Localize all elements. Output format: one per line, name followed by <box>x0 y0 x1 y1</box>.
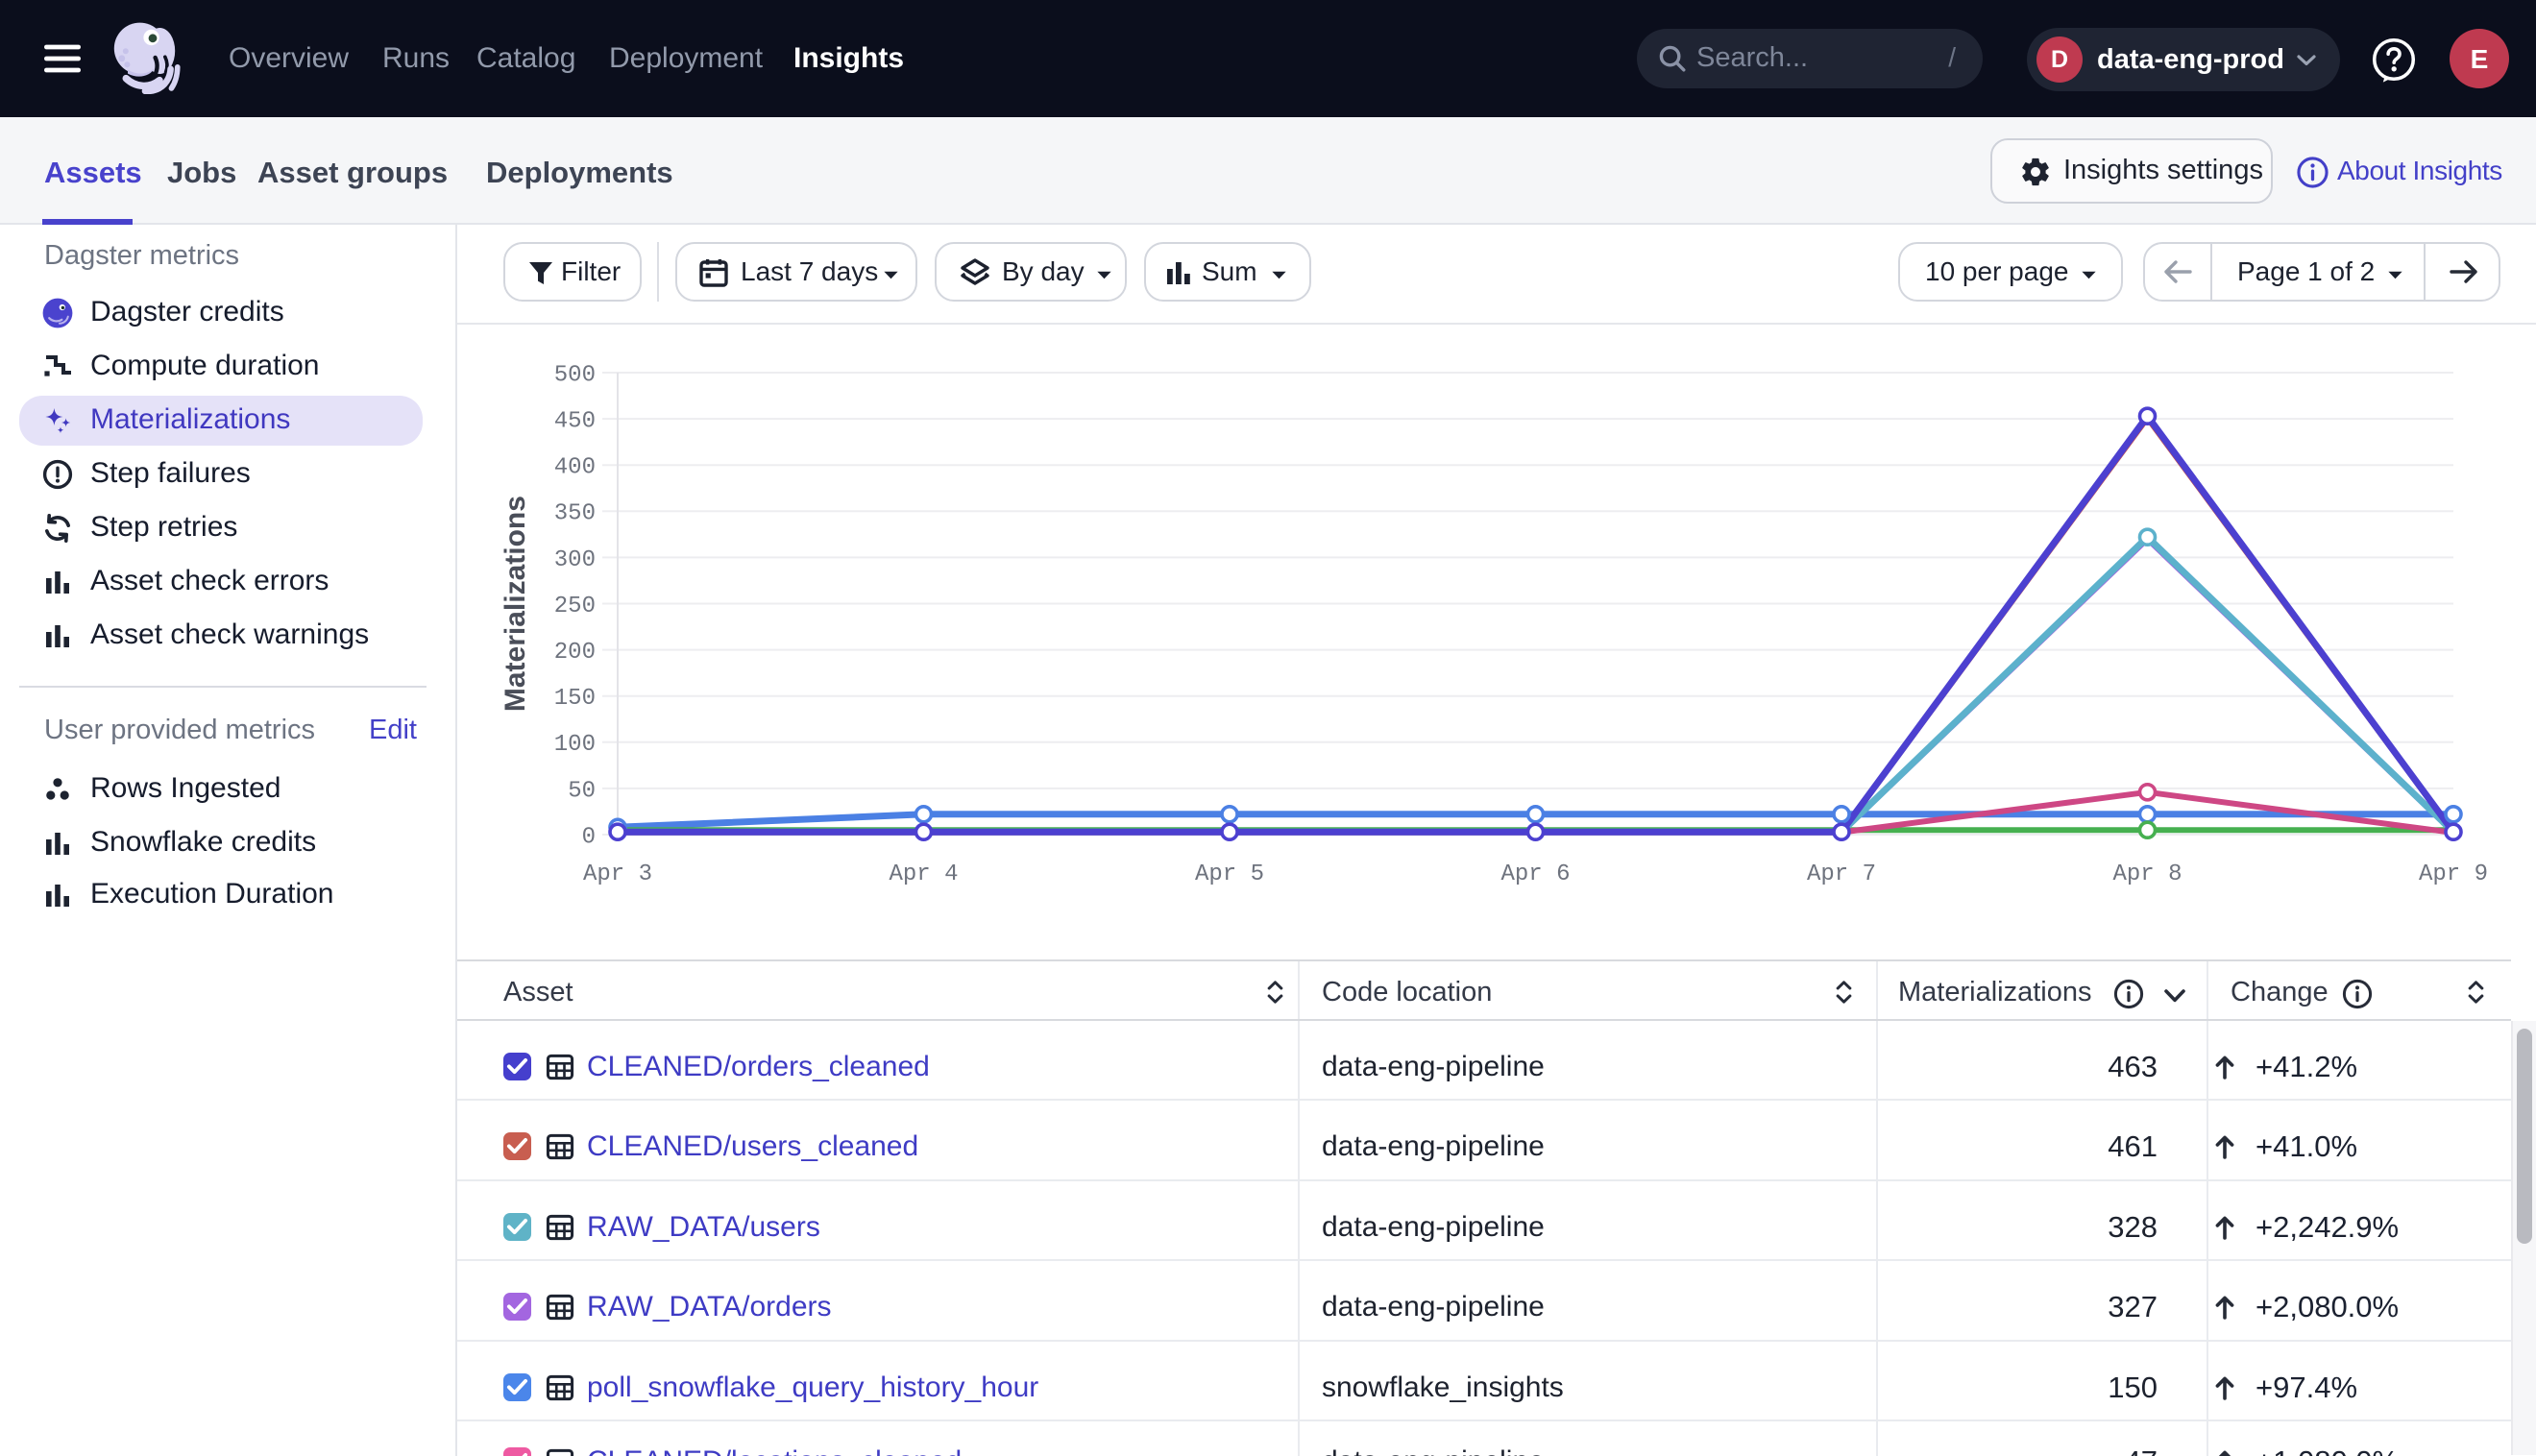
svg-text:Apr 3: Apr 3 <box>583 861 652 887</box>
svg-text:300: 300 <box>554 547 596 573</box>
svg-text:200: 200 <box>554 640 596 666</box>
svg-text:Materializations: Materializations <box>500 496 531 712</box>
svg-text:150: 150 <box>554 686 596 712</box>
svg-text:Apr 4: Apr 4 <box>889 861 958 887</box>
svg-text:Apr 9: Apr 9 <box>2419 861 2488 887</box>
svg-text:250: 250 <box>554 594 596 619</box>
svg-text:400: 400 <box>554 455 596 481</box>
svg-text:Apr 8: Apr 8 <box>2112 861 2182 887</box>
svg-text:0: 0 <box>582 824 596 850</box>
svg-text:50: 50 <box>568 778 596 804</box>
svg-text:500: 500 <box>554 362 596 388</box>
svg-text:Apr 5: Apr 5 <box>1195 861 1264 887</box>
svg-text:350: 350 <box>554 501 596 527</box>
svg-text:Apr 7: Apr 7 <box>1807 861 1876 887</box>
svg-text:Apr 6: Apr 6 <box>1500 861 1570 887</box>
svg-text:100: 100 <box>554 732 596 758</box>
svg-text:450: 450 <box>554 409 596 435</box>
